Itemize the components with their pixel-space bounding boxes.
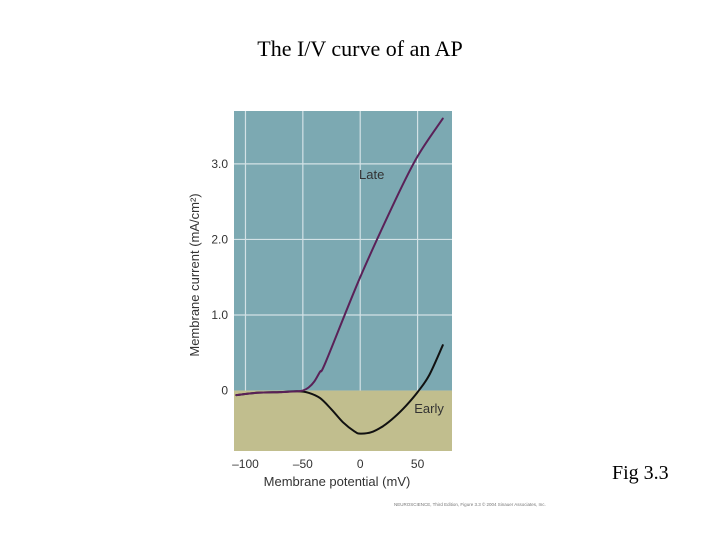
figure-credit: NEUROSCIENCE, Third Edition, Figure 3.3 … — [394, 502, 546, 507]
y-tick-label: 0 — [221, 384, 228, 398]
y-tick-labels: 0 1.0 2.0 3.0 — [211, 157, 228, 398]
x-tick-label: 0 — [357, 457, 364, 471]
positive-current-region — [234, 111, 452, 391]
x-axis-label: Membrane potential (mV) — [264, 474, 411, 489]
x-tick-label: –50 — [293, 457, 313, 471]
x-tick-label: 50 — [411, 457, 425, 471]
slide-title: The I/V curve of an AP — [257, 36, 463, 61]
y-tick-label: 1.0 — [211, 308, 228, 322]
y-tick-label: 2.0 — [211, 232, 228, 246]
negative-current-region — [234, 390, 452, 451]
series-line-late — [235, 117, 444, 397]
y-tick-label: 3.0 — [211, 157, 228, 171]
series-labels: Early Late — [359, 167, 444, 416]
series-lines — [235, 117, 444, 435]
figure-label: Fig 3.3 — [612, 462, 669, 484]
series-label-late: Late — [359, 167, 384, 182]
x-tick-label: –100 — [232, 457, 259, 471]
grid-lines — [234, 111, 452, 391]
y-axis-label: Membrane current (mA/cm²) — [187, 193, 202, 356]
series-label-early: Early — [414, 401, 444, 416]
plot-background — [234, 111, 452, 451]
x-tick-labels: –100 –50 0 50 — [232, 457, 424, 471]
